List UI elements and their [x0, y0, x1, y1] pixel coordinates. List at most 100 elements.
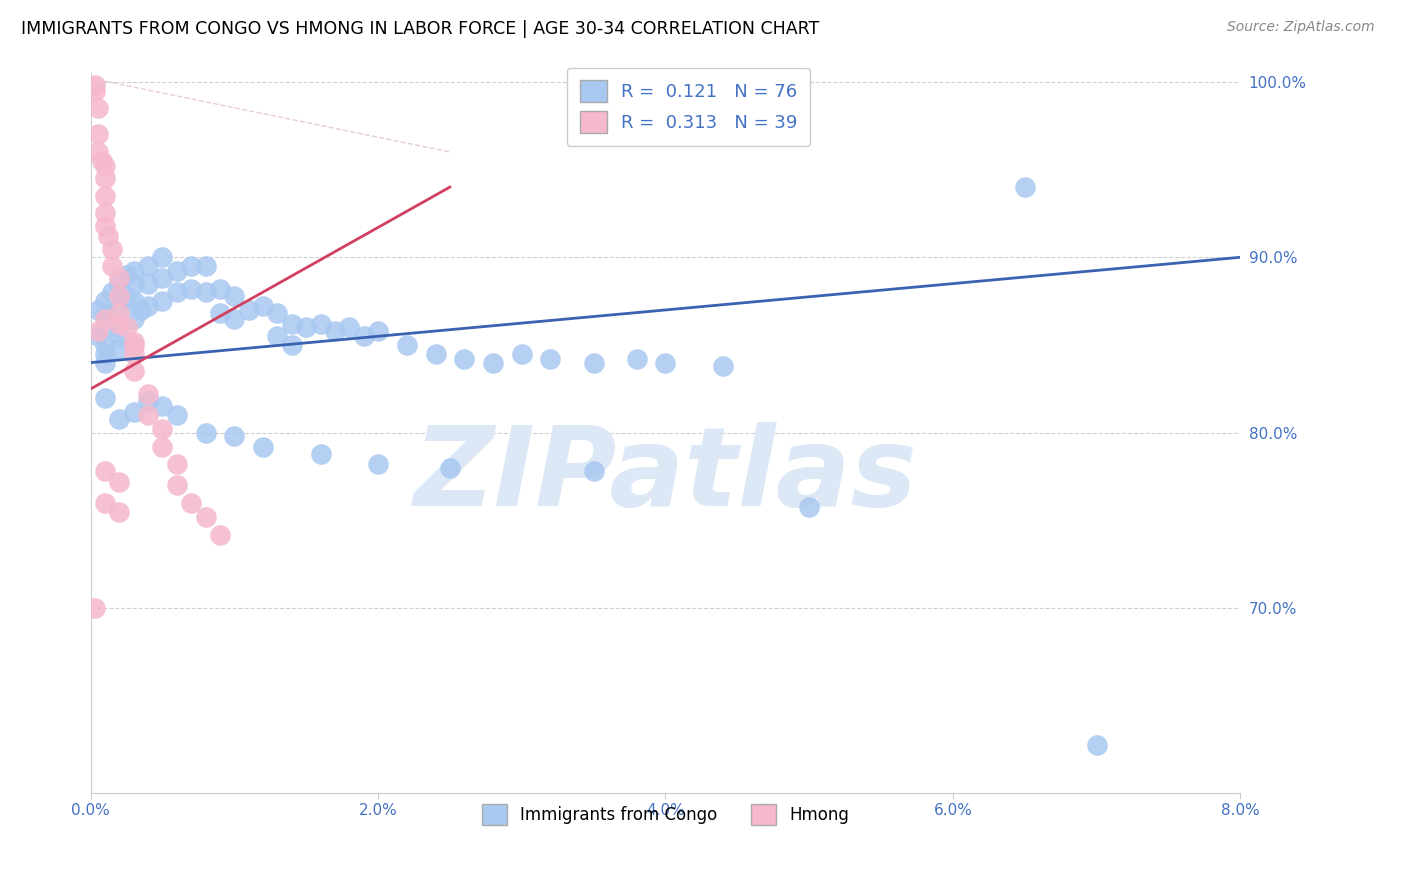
Point — [87, 101, 110, 115]
Point — [122, 311, 145, 326]
Text: Source: ZipAtlas.com: Source: ZipAtlas.com — [1227, 20, 1375, 34]
Point — [194, 285, 217, 300]
Point — [122, 334, 145, 349]
Point — [94, 347, 117, 361]
Point — [115, 289, 138, 303]
Point — [194, 425, 217, 440]
Point — [94, 338, 117, 352]
Point — [238, 302, 260, 317]
Point — [94, 206, 117, 220]
Point — [180, 282, 202, 296]
Point — [711, 359, 734, 373]
Point — [136, 387, 159, 401]
Point — [166, 264, 188, 278]
Point — [266, 329, 288, 343]
Point — [108, 300, 131, 314]
Point — [94, 159, 117, 173]
Point — [108, 342, 131, 356]
Point — [122, 338, 145, 352]
Point — [152, 422, 174, 436]
Point — [309, 447, 332, 461]
Point — [281, 317, 304, 331]
Point — [115, 268, 138, 282]
Point — [94, 320, 117, 334]
Point — [166, 458, 188, 472]
Point — [281, 338, 304, 352]
Point — [94, 391, 117, 405]
Point — [94, 294, 117, 309]
Point — [582, 356, 605, 370]
Point — [654, 356, 676, 370]
Point — [94, 219, 117, 233]
Point — [101, 259, 124, 273]
Point — [108, 277, 131, 291]
Point — [91, 153, 114, 168]
Point — [309, 317, 332, 331]
Point — [136, 409, 159, 423]
Point — [87, 324, 110, 338]
Point — [94, 311, 117, 326]
Point — [1085, 738, 1108, 752]
Point — [136, 259, 159, 273]
Point — [453, 352, 475, 367]
Point — [1014, 180, 1036, 194]
Point — [84, 83, 107, 97]
Point — [122, 347, 145, 361]
Point — [122, 277, 145, 291]
Point — [136, 277, 159, 291]
Point — [108, 411, 131, 425]
Point — [108, 505, 131, 519]
Point — [122, 364, 145, 378]
Point — [395, 338, 418, 352]
Point — [353, 329, 375, 343]
Point — [122, 264, 145, 278]
Point — [108, 475, 131, 489]
Point — [84, 78, 107, 93]
Point — [87, 302, 110, 317]
Point — [94, 496, 117, 510]
Point — [108, 329, 131, 343]
Point — [152, 440, 174, 454]
Text: ZIPatlas: ZIPatlas — [413, 423, 917, 530]
Point — [540, 352, 562, 367]
Point — [152, 271, 174, 285]
Point — [152, 250, 174, 264]
Point — [94, 189, 117, 203]
Point — [367, 458, 389, 472]
Point — [166, 409, 188, 423]
Point — [152, 294, 174, 309]
Point — [208, 282, 231, 296]
Point — [799, 500, 821, 514]
Point — [136, 394, 159, 409]
Text: IMMIGRANTS FROM CONGO VS HMONG IN LABOR FORCE | AGE 30-34 CORRELATION CHART: IMMIGRANTS FROM CONGO VS HMONG IN LABOR … — [21, 20, 820, 37]
Point — [180, 259, 202, 273]
Point — [626, 352, 648, 367]
Point — [108, 306, 131, 320]
Point — [122, 405, 145, 419]
Point — [295, 320, 318, 334]
Point — [224, 429, 246, 443]
Point — [108, 317, 131, 331]
Point — [439, 461, 461, 475]
Point — [510, 347, 533, 361]
Point — [129, 302, 152, 317]
Point — [482, 356, 505, 370]
Point — [101, 242, 124, 256]
Point — [101, 311, 124, 326]
Point — [194, 510, 217, 524]
Point — [87, 145, 110, 159]
Point — [425, 347, 447, 361]
Point — [266, 306, 288, 320]
Point — [87, 329, 110, 343]
Point — [152, 400, 174, 414]
Point — [108, 289, 131, 303]
Point — [87, 128, 110, 142]
Point — [97, 229, 120, 244]
Point — [108, 271, 131, 285]
Point — [180, 496, 202, 510]
Point — [252, 440, 274, 454]
Point — [323, 324, 346, 338]
Point — [115, 320, 138, 334]
Point — [208, 527, 231, 541]
Point — [94, 465, 117, 479]
